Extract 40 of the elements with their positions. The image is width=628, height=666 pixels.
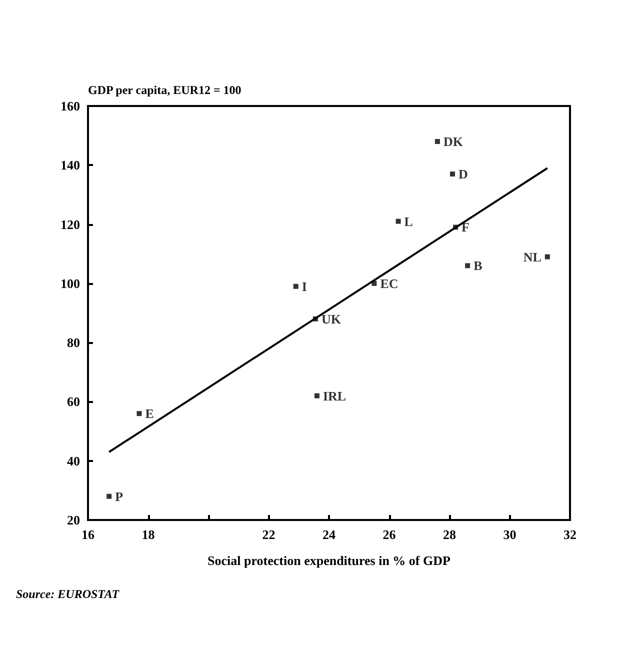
annotation: E [145,406,154,422]
y-tick-label: 140 [60,158,80,173]
x-tick-label: 26 [382,527,396,542]
point [544,254,550,260]
point [450,172,456,177]
point [136,411,142,416]
point [396,218,401,224]
x-tick-label: 30 [503,527,516,542]
x-tick-label: 18 [142,527,156,542]
annotation: D [458,166,468,182]
y-axis-title: GDP per capita, EUR12 = 100 [88,83,242,97]
x-tick-label: 28 [443,527,456,542]
annotation: EC [380,276,398,291]
y-tick-label: 40 [67,453,80,468]
point [293,284,298,289]
point [314,393,320,398]
annotation: I [302,278,307,294]
y-tick-label: 160 [60,98,80,114]
point [106,494,112,499]
source-note: Source: EUROSTAT [16,587,120,601]
x-tick-label: 24 [322,527,336,542]
y-tick-label: 60 [67,394,80,410]
x-axis-title: Social protection expenditures in % of GDP [208,553,451,568]
y-tick-label: 120 [60,216,80,232]
y-tick-label: 80 [67,335,80,350]
annotation: F [462,220,470,235]
annotation: P [115,488,124,504]
annotation: L [404,214,414,229]
x-tick-label: 32 [564,527,576,542]
annotation: NL [523,249,542,264]
point [465,263,470,268]
x-tick-label: 16 [82,527,95,542]
y-tick-label: 20 [67,512,80,528]
annotation: DK [443,134,464,149]
point [434,138,440,144]
annotation: IRL [322,388,346,404]
annotation: UK [321,311,342,326]
x-tick-label: 22 [262,527,276,542]
y-tick-label: 100 [60,276,80,291]
annotation: B [474,258,483,274]
